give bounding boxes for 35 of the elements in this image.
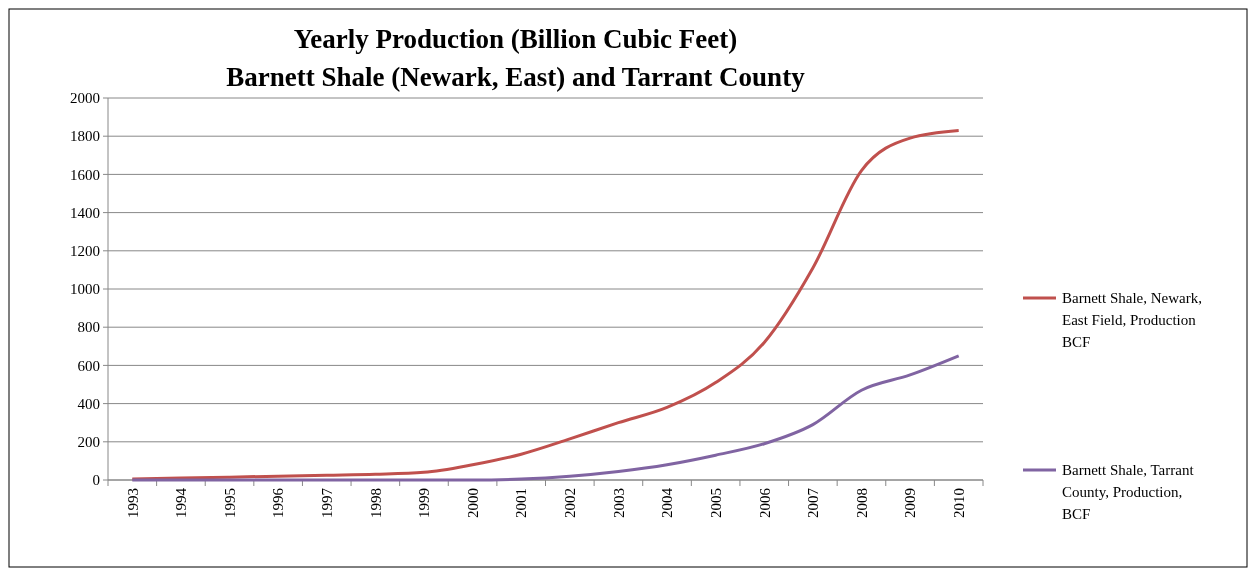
x-tick-label: 2003 (610, 488, 627, 518)
x-tick-label: 1995 (221, 488, 238, 518)
x-tick-label: 1993 (124, 488, 141, 518)
x-tick-label: 1997 (319, 487, 335, 518)
y-tick-label: 800 (77, 319, 100, 336)
x-tick-label: 2009 (902, 488, 919, 518)
chart-title: Yearly Production (Billion Cubic Feet) (293, 24, 738, 54)
x-tick-label: 2005 (707, 488, 724, 518)
legend-label: Barnett Shale, Newark, East Field, Production BCF (1062, 290, 1202, 351)
x-tick-label: 2001 (513, 488, 530, 518)
y-tick-label: 1400 (70, 204, 100, 221)
y-tick-label: 1000 (70, 281, 100, 298)
x-tick-label: 2008 (853, 488, 870, 518)
y-tick-label: 400 (77, 395, 100, 412)
x-tick-label: 2006 (756, 487, 773, 518)
x-tick-label: 2002 (562, 488, 579, 518)
y-tick-label: 0 (92, 472, 100, 489)
x-tick-label: 2010 (950, 488, 967, 518)
x-tick-label: 1996 (270, 487, 287, 518)
line-series (130, 128, 961, 481)
x-tick-label: 1999 (416, 488, 433, 518)
x-tick-label: 1998 (367, 488, 384, 518)
x-tick-label: 1994 (173, 487, 190, 518)
y-tick-label: 1800 (70, 128, 100, 145)
y-tick-label: 1200 (70, 243, 100, 260)
legend-label: Barnett Shale, Tarrant County, Production, BCF (1062, 462, 1195, 523)
y-tick-label: 1600 (70, 166, 100, 183)
y-tick-label: 600 (77, 357, 100, 374)
line-series (130, 354, 961, 482)
x-tick-label: 2007 (805, 487, 822, 518)
y-tick-label: 200 (77, 434, 100, 451)
x-tick-label: 2004 (659, 487, 676, 518)
chart-subtitle: Barnett Shale (Newark, East) and Tarrant County (226, 62, 806, 92)
y-tick-label: 2000 (70, 90, 100, 107)
x-tick-label: 2000 (464, 488, 481, 518)
